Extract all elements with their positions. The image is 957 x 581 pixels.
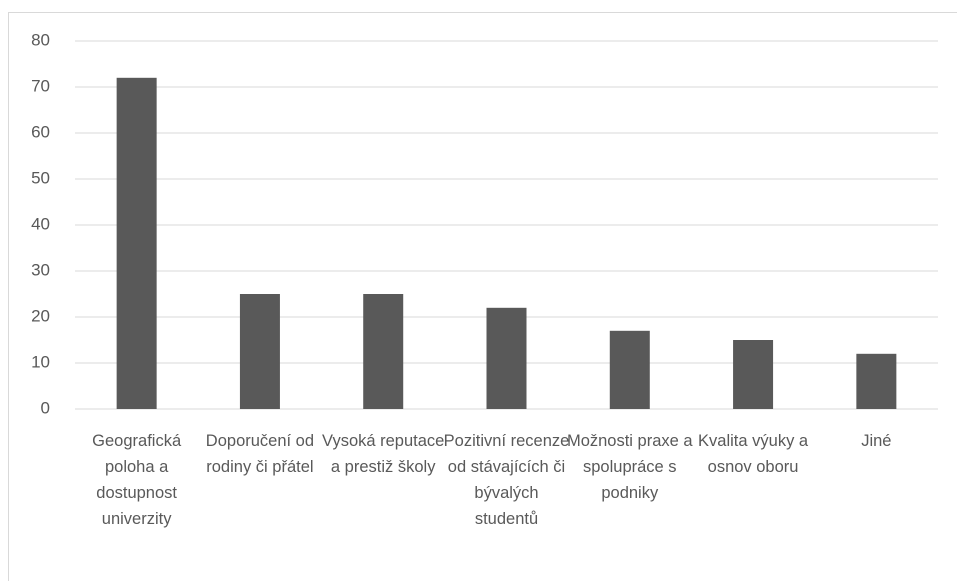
- bar: [733, 340, 774, 409]
- x-tick-label: Možnosti praxe a spolupráce s podniky: [566, 432, 693, 502]
- bar: [239, 294, 280, 409]
- y-tick-label: 60: [31, 122, 50, 141]
- bar: [609, 330, 650, 409]
- bar: [856, 353, 897, 409]
- x-tick-label: Kvalita výuky a osnov oboru: [698, 432, 809, 476]
- y-tick-label: 10: [31, 352, 50, 371]
- bar: [486, 307, 527, 409]
- y-tick-label: 20: [31, 306, 50, 325]
- y-tick-label: 80: [31, 30, 50, 49]
- x-tick-label: Jiné: [861, 432, 892, 450]
- x-tick-label: Vysoká reputace a prestiž školy: [322, 432, 445, 476]
- y-tick-label: 70: [31, 76, 50, 95]
- y-tick-label: 0: [41, 398, 50, 417]
- chart-frame: [8, 12, 957, 581]
- y-tick-label: 50: [31, 168, 50, 187]
- y-tick-label: 30: [31, 260, 50, 279]
- bar: [116, 77, 157, 410]
- x-tick-label: Geografická poloha a dostupnost univerzi…: [92, 432, 182, 528]
- x-tick-label: Pozitivní recenze od stávajících či býva…: [443, 432, 570, 528]
- bar: [363, 294, 404, 409]
- x-tick-label: Doporučení od rodiny či přátel: [205, 432, 315, 476]
- y-tick-label: 40: [31, 214, 50, 233]
